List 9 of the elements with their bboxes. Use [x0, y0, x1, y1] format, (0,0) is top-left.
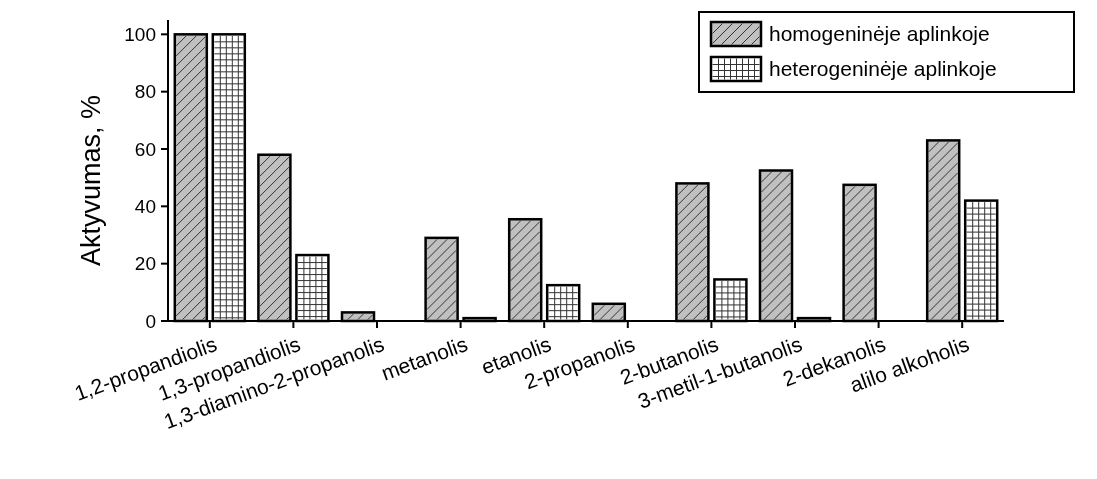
legend-label: heterogeninėje aplinkoje — [769, 57, 997, 81]
y-axis-title: Aktyvumas, % — [76, 94, 106, 267]
y-tick-label: 40 — [134, 195, 156, 217]
y-tick-label: 100 — [124, 23, 156, 45]
y-tick-label: 20 — [134, 253, 156, 275]
y-tick-label: 80 — [134, 81, 156, 103]
y-tick-label: 60 — [134, 138, 156, 160]
legend-label: homogeninėje aplinkoje — [769, 22, 990, 46]
y-tick-label: 0 — [145, 310, 156, 332]
